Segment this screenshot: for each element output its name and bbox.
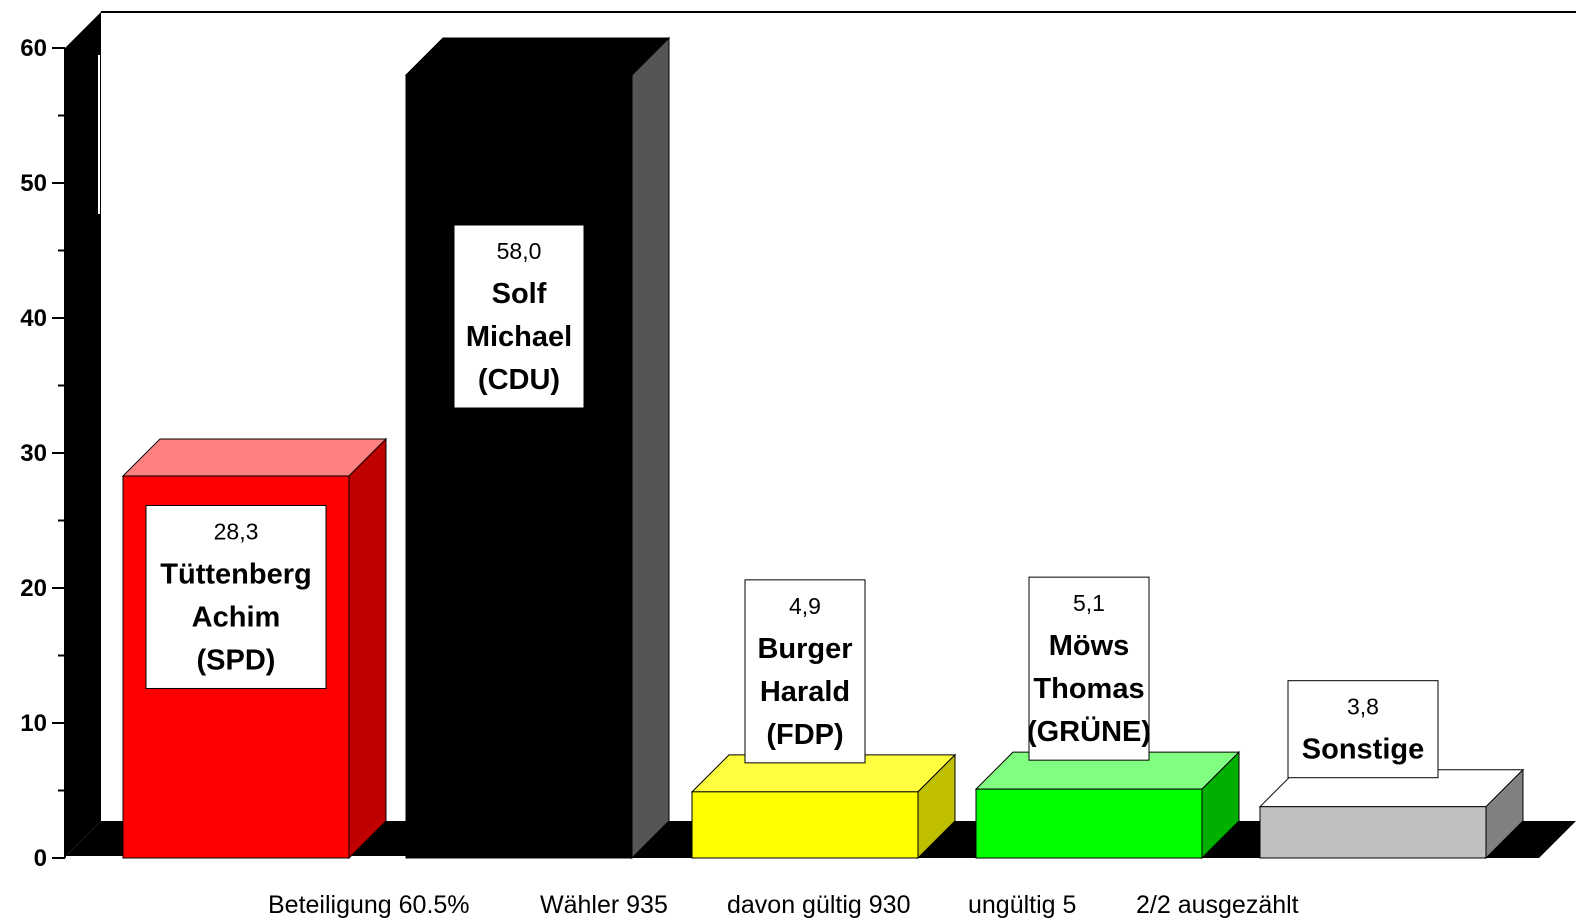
bar-3 — [690, 753, 957, 860]
bar-front-face — [405, 74, 633, 859]
bar-front-face — [1259, 806, 1487, 859]
y-tick-label-40: 40 — [20, 305, 47, 332]
label-box-4: 5,1 Möws Thomas (GRÜNE) — [1027, 576, 1151, 761]
value-label: 3,8 — [1347, 694, 1379, 720]
label-box-bg — [145, 504, 327, 689]
candidate-name-line: Thomas — [1033, 673, 1144, 705]
footer-ausgezaehlt: 2/2 ausgezählt — [1136, 891, 1299, 919]
value-label: 28,3 — [214, 518, 259, 544]
footer-statistics: Beteiligung 60.5% Wähler 935 davon gülti… — [268, 891, 1299, 919]
y-tick-label-10: 10 — [20, 710, 47, 737]
candidate-name-line: Sonstige — [1302, 734, 1424, 766]
bar-labels: 28,3 Tüttenberg Achim (SPD) 58,0 Solf Michael (… — [145, 224, 1439, 779]
candidate-name-line: Burger — [757, 633, 852, 665]
bar-2 — [404, 36, 671, 860]
footer-beteiligung: Beteiligung 60.5% — [268, 891, 470, 919]
y-tick-label-30: 30 — [20, 440, 47, 467]
candidate-name-line: Achim — [192, 601, 281, 633]
y-tick-label-50: 50 — [20, 170, 47, 197]
candidate-name-line: Michael — [466, 321, 572, 353]
candidate-name-line: Möws — [1049, 630, 1130, 662]
y-tick-label-0: 0 — [34, 845, 47, 872]
bar-front-face — [691, 791, 919, 859]
candidate-name-line: Solf — [492, 278, 547, 310]
label-box-bg — [1287, 680, 1439, 779]
candidate-name-line: Harald — [760, 676, 850, 708]
footer-waehler: Wähler 935 — [540, 891, 668, 919]
left-wall — [64, 12, 101, 858]
candidate-name-line: Tüttenberg — [160, 558, 311, 590]
footer-ungueltig: ungültig 5 — [968, 891, 1076, 919]
bar-side-face — [631, 36, 670, 860]
label-box-5: 3,8 Sonstige — [1287, 680, 1439, 779]
value-label: 4,9 — [789, 593, 821, 619]
y-axis: 0 10 20 30 40 50 60 — [20, 35, 65, 872]
candidate-name-line: (SPD) — [197, 644, 276, 676]
bar-front-face — [975, 788, 1203, 859]
value-label: 5,1 — [1073, 590, 1105, 616]
bar-top-face — [404, 37, 671, 76]
y-tick-label-60: 60 — [20, 35, 47, 62]
label-box-bg — [1028, 576, 1150, 761]
value-label: 58,0 — [497, 238, 542, 264]
label-box-1: 28,3 Tüttenberg Achim (SPD) — [145, 504, 327, 689]
y-tick-label-20: 20 — [20, 575, 47, 602]
bar-5 — [1258, 768, 1525, 860]
bar-top-face — [121, 438, 388, 477]
candidate-name-line: (FDP) — [766, 719, 843, 751]
label-box-bg — [744, 579, 866, 764]
bar-4 — [974, 750, 1241, 860]
candidate-name-line: (GRÜNE) — [1027, 715, 1151, 748]
bar-side-face — [348, 437, 387, 860]
footer-gueltig: davon gültig 930 — [727, 891, 910, 919]
label-box-3: 4,9 Burger Harald (FDP) — [744, 579, 866, 764]
label-box-2: 58,0 Solf Michael (CDU) — [453, 224, 585, 409]
candidate-name-line: (CDU) — [478, 364, 560, 396]
label-box-bg — [453, 224, 585, 409]
